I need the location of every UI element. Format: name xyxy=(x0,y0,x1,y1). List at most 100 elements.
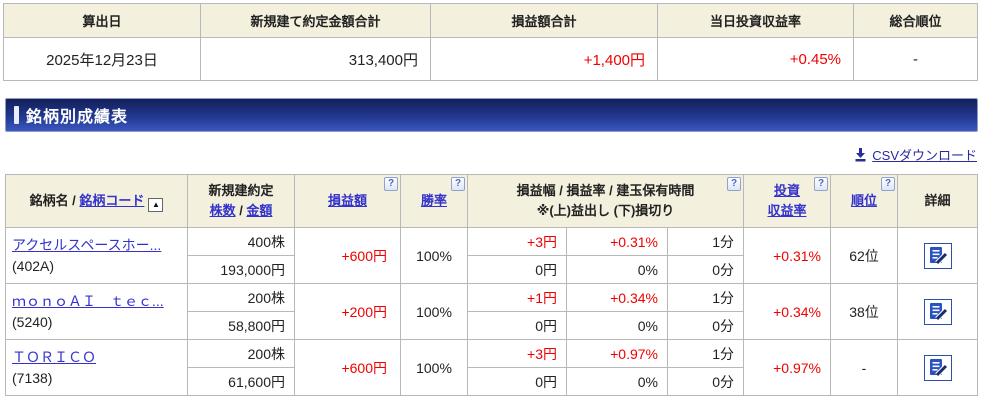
pl-cell: +200円 xyxy=(294,283,401,340)
loss-time-cell: 0分 xyxy=(667,311,744,340)
loss-rate-cell: 0% xyxy=(566,255,668,284)
profit-width-cell: +3円 xyxy=(467,339,567,368)
summary-header-total-amount: 新規建て約定金額合計 xyxy=(200,3,431,38)
summary-header-date: 算出日 xyxy=(3,3,201,38)
header-pl-link[interactable]: 損益額 xyxy=(327,192,367,208)
header-pl: ? 損益額 xyxy=(294,174,401,228)
header-invest-return: ? 投資 収益率 xyxy=(743,174,831,228)
header-range-line2: ※(上)益出し (下)損切り xyxy=(536,203,675,218)
detail-button[interactable] xyxy=(923,298,952,325)
win-rate-cell: 100% xyxy=(400,339,468,396)
profit-rate-cell: +0.34% xyxy=(566,283,668,312)
section-header-bar: 銘柄別成績表 xyxy=(5,98,978,132)
profit-time-cell: 1分 xyxy=(667,283,744,312)
pl-cell: +600円 xyxy=(294,227,401,284)
header-shares-link[interactable]: 株数 xyxy=(209,203,236,218)
header-rank-link[interactable]: 順位 xyxy=(850,192,877,208)
table-row-sub: 61,600円 0円 0% 0分 xyxy=(6,367,978,396)
invest-return-cell: +0.34% xyxy=(743,283,831,340)
stock-code: (7138) xyxy=(12,369,53,386)
header-code-link[interactable]: 銘柄コード xyxy=(79,192,145,208)
header-range-group: ? 損益幅 / 損益率 / 建玉保有時間 ※(上)益出し (下)損切り xyxy=(467,174,744,228)
stock-name-cell: ｍｏｎｏＡＩ ｔｅｃ... (5240) xyxy=(5,283,188,340)
stock-name-link[interactable]: ｍｏｎｏＡＩ ｔｅｃ... xyxy=(12,292,164,309)
header-invest-link-line1[interactable]: 投資 xyxy=(773,182,800,198)
shares-cell: 200株 xyxy=(187,283,295,312)
header-name-code: 銘柄名 / 銘柄コード ▲ xyxy=(5,174,188,228)
csv-download-label: CSVダウンロード xyxy=(872,148,977,163)
stock-name-link[interactable]: ＴＯＲＩＣＯ xyxy=(12,348,96,365)
header-range-line1: 損益幅 / 損益率 / 建玉保有時間 xyxy=(516,182,695,198)
loss-time-cell: 0分 xyxy=(667,367,744,396)
performance-table: 銘柄名 / 銘柄コード ▲ 新規建約定 株数 / 金額 ? 損益額 ? 勝率 ? … xyxy=(5,174,978,396)
summary-header-row: 算出日 新規建て約定金額合計 損益額合計 当日投資収益率 総合順位 xyxy=(3,3,978,38)
header-rank: ? 順位 xyxy=(830,174,898,228)
summary-value-row: 2025年12月23日 313,400円 +1,400円 +0.45% - xyxy=(3,37,978,81)
header-new-contract: 新規建約定 株数 / 金額 xyxy=(187,174,295,228)
table-row-sub: 193,000円 0円 0% 0分 xyxy=(6,255,978,284)
summary-overall-rank-value: - xyxy=(853,37,978,81)
csv-download-link[interactable]: CSVダウンロード xyxy=(854,145,977,164)
invest-return-cell: +0.31% xyxy=(743,227,831,284)
table-row: ＴＯＲＩＣＯ (7138) 200株 +600円 100% +3円 +0.97%… xyxy=(5,339,978,396)
summary-header-overall-rank: 総合順位 xyxy=(853,3,978,38)
performance-header-row: 銘柄名 / 銘柄コード ▲ 新規建約定 株数 / 金額 ? 損益額 ? 勝率 ? … xyxy=(5,174,978,228)
section-accent-bar xyxy=(14,106,19,124)
rank-cell: 38位 xyxy=(830,283,898,340)
summary-day-return-value: +0.45% xyxy=(657,37,854,81)
header-invest-link-line2[interactable]: 収益率 xyxy=(767,203,807,218)
profit-time-cell: 1分 xyxy=(667,227,744,256)
summary-header-total-pl: 損益額合計 xyxy=(430,3,658,38)
summary-total-amount-value: 313,400円 xyxy=(200,37,431,81)
loss-width-cell: 0円 xyxy=(467,255,567,284)
amount-cell: 58,800円 xyxy=(187,311,295,340)
win-rate-cell: 100% xyxy=(400,283,468,340)
rank-cell: 62位 xyxy=(830,227,898,284)
profit-width-cell: +3円 xyxy=(467,227,567,256)
amount-cell: 61,600円 xyxy=(187,367,295,396)
detail-button[interactable] xyxy=(923,354,952,381)
loss-width-cell: 0円 xyxy=(467,311,567,340)
stock-name-cell: ＴＯＲＩＣＯ (7138) xyxy=(5,339,188,396)
profit-rate-cell: +0.97% xyxy=(566,339,668,368)
profit-rate-cell: +0.31% xyxy=(566,227,668,256)
stock-code: (402A) xyxy=(12,257,55,274)
header-detail: 詳細 xyxy=(897,174,978,228)
help-icon[interactable]: ? xyxy=(881,177,895,191)
profit-time-cell: 1分 xyxy=(667,339,744,368)
detail-cell xyxy=(897,339,978,396)
stock-name-link[interactable]: アクセルスペースホー... xyxy=(12,236,162,253)
help-icon[interactable]: ? xyxy=(814,177,828,191)
stock-name-cell: アクセルスペースホー... (402A) xyxy=(5,227,188,284)
loss-time-cell: 0分 xyxy=(667,255,744,284)
csv-download-row: CSVダウンロード xyxy=(0,145,977,165)
help-icon[interactable]: ? xyxy=(384,177,398,191)
summary-total-pl-value: +1,400円 xyxy=(430,37,658,81)
detail-cell xyxy=(897,283,978,340)
document-pen-icon xyxy=(929,358,948,377)
pl-cell: +600円 xyxy=(294,339,401,396)
document-pen-icon xyxy=(929,246,948,265)
shares-cell: 200株 xyxy=(187,339,295,368)
amount-cell: 193,000円 xyxy=(187,255,295,284)
help-icon[interactable]: ? xyxy=(451,177,465,191)
win-rate-cell: 100% xyxy=(400,227,468,284)
header-contract-label: 新規建約定 xyxy=(208,182,274,198)
detail-button[interactable] xyxy=(923,242,952,269)
help-icon[interactable]: ? xyxy=(727,177,741,191)
header-amount-link[interactable]: 金額 xyxy=(246,203,273,218)
shares-cell: 400株 xyxy=(187,227,295,256)
stock-code: (5240) xyxy=(12,313,53,330)
summary-table: 算出日 新規建て約定金額合計 損益額合計 当日投資収益率 総合順位 2025年1… xyxy=(3,3,978,81)
profit-width-cell: +1円 xyxy=(467,283,567,312)
sort-ascending-button[interactable]: ▲ xyxy=(148,197,164,212)
header-win-rate-link[interactable]: 勝率 xyxy=(420,192,447,208)
loss-rate-cell: 0% xyxy=(566,311,668,340)
header-name-label: 銘柄名 / xyxy=(29,192,80,208)
invest-return-cell: +0.97% xyxy=(743,339,831,396)
summary-header-day-return: 当日投資収益率 xyxy=(657,3,854,38)
summary-date-value: 2025年12月23日 xyxy=(3,37,201,81)
header-slash: / xyxy=(235,203,247,218)
document-pen-icon xyxy=(929,302,948,321)
